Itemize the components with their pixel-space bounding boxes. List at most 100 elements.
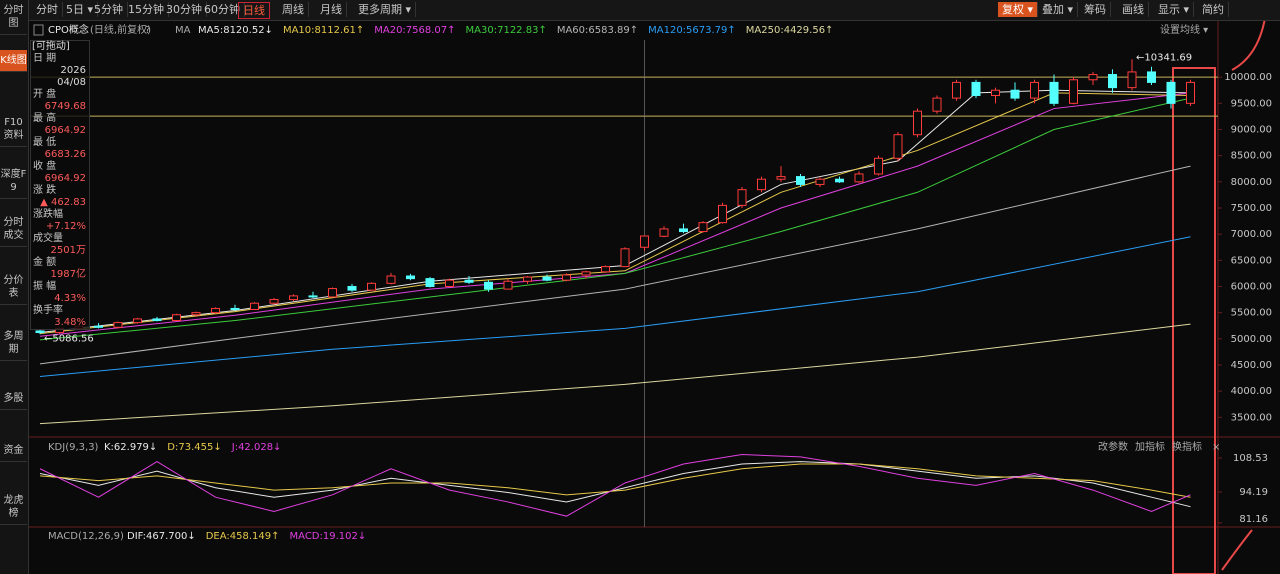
info-value: 6964.92 — [44, 125, 86, 136]
toolbar-button[interactable]: 5分钟 — [90, 2, 128, 17]
price-annotation: ←10341.69 — [1136, 52, 1192, 63]
toolbar-button[interactable]: 简约 — [1198, 2, 1229, 17]
macd-title: MACD(12,26,9) — [48, 531, 124, 542]
ma-settings[interactable]: 设置均线 ▾ — [1160, 23, 1208, 36]
candle-body — [913, 110, 922, 136]
sidebar-tab[interactable]: 多周期 — [0, 326, 27, 361]
sidebar-tab[interactable]: 深度F9 — [0, 164, 27, 199]
candle-body — [971, 81, 981, 96]
stock-name: CPO概念 — [48, 23, 89, 36]
candle-body — [854, 173, 864, 183]
candle-body — [581, 271, 591, 276]
candle-body — [1127, 71, 1137, 89]
info-value: 2501万 — [50, 245, 86, 256]
candle-body — [94, 325, 103, 328]
toolbar-button[interactable]: 筹码 — [1080, 2, 1111, 17]
y-tick-label: 94.19 — [1239, 487, 1268, 498]
candle-body — [874, 157, 883, 175]
sidebar-tab[interactable]: 多股 — [0, 388, 27, 410]
candle-body — [835, 178, 844, 183]
info-label: 成交量 — [33, 233, 63, 244]
toolbar-button[interactable]: 叠加 ▾ — [1038, 2, 1079, 17]
help[interactable]: ? — [145, 25, 150, 36]
macd-legend: MACD:19.102↓ — [290, 531, 367, 542]
drag-handle[interactable]: [可拖动] — [32, 41, 70, 52]
kdj-title: KDJ(9,3,3) — [48, 442, 99, 453]
toolbar-button[interactable]: 30分钟 — [162, 2, 207, 17]
toolbar-button[interactable]: 周线 — [278, 2, 309, 17]
sidebar: 分时图 K线图 F10资料深度F9 分时成交分价表多周期多股资金龙虎榜 — [0, 0, 29, 574]
sidebar-tab[interactable]: 龙虎榜 — [0, 490, 27, 525]
candle-body — [133, 318, 142, 324]
info-value: 3.48% — [54, 317, 86, 328]
candle-body — [932, 97, 942, 112]
y-tick-label: 4500.00 — [1231, 360, 1272, 371]
indicator-line — [39, 89, 1191, 334]
sidebar-tab[interactable]: 分时成交 — [0, 212, 27, 247]
highlight-box — [1172, 67, 1216, 574]
candle-body — [523, 276, 532, 282]
info-value: 2026 — [60, 65, 86, 76]
panel-button[interactable]: 加指标 — [1135, 440, 1165, 453]
sidebar-tab[interactable]: K线图 — [0, 50, 27, 72]
toolbar-button[interactable]: 5日 ▾ — [62, 2, 99, 17]
toolbar-button[interactable]: 60分钟 — [200, 2, 245, 17]
sidebar-tab[interactable]: 分时图 — [0, 0, 27, 35]
candle-body — [367, 282, 376, 291]
panel-button[interactable]: 换指标 — [1172, 440, 1202, 453]
candle-body — [562, 274, 571, 281]
toolbar-button[interactable]: 日线 — [238, 2, 270, 19]
info-panel: [可拖动] 日 期 2026 04/08 开 盘 6749.68 最 高 6964.92 最 低… — [30, 40, 90, 330]
info-label: 最 高 — [33, 113, 57, 124]
candle-body — [776, 176, 786, 180]
candle-body — [640, 235, 649, 248]
info-label: 涨跌幅 — [33, 209, 63, 220]
indicator-line — [39, 97, 1191, 341]
kdj-legend: K:62.979↓ — [104, 442, 157, 453]
icon[interactable] — [33, 24, 44, 36]
toolbar-button[interactable]: 更多周期 ▾ — [354, 2, 417, 17]
candle-body — [1186, 81, 1195, 104]
info-label: 日 期 — [33, 53, 57, 64]
info-value: 6749.68 — [44, 101, 86, 112]
info-label: 金 额 — [33, 257, 57, 268]
info-label: 涨 跌 — [33, 185, 57, 196]
candle-body — [269, 299, 279, 304]
y-tick-label: 6000.00 — [1231, 281, 1272, 292]
candle-body — [425, 278, 435, 287]
toolbar-button[interactable]: 画线 — [1118, 2, 1149, 17]
ma-legend: MA20:7568.07↑ — [374, 25, 455, 36]
toolbar-button[interactable]: 显示 ▾ — [1154, 2, 1195, 17]
y-tick-label: 6500.00 — [1231, 255, 1272, 266]
info-label: 收 盘 — [33, 161, 57, 172]
candle-body — [347, 285, 357, 291]
candle-body — [308, 295, 318, 298]
candle-body — [542, 276, 552, 281]
candle-body — [737, 189, 747, 206]
sidebar-tab[interactable]: 资金 — [0, 440, 27, 462]
info-value: 04/08 — [57, 77, 86, 88]
y-tick-label: 8500.00 — [1231, 151, 1272, 162]
candle-body — [484, 281, 493, 290]
chart-mode: (日线,前复权) — [90, 23, 151, 36]
panel-button[interactable]: 改参数 — [1098, 440, 1128, 453]
kdj-legend: J:42.028↓ — [231, 442, 282, 453]
candle-body — [1088, 74, 1098, 81]
candle-body — [464, 279, 474, 283]
macd-legend: DIF:467.700↓ — [127, 531, 196, 542]
toolbar-button[interactable]: 分时 — [32, 2, 63, 17]
candle-body — [172, 314, 181, 321]
toolbar-button[interactable]: 复权 ▾ — [998, 2, 1039, 17]
candle-body — [991, 89, 1000, 96]
toolbar-button[interactable]: 15分钟 — [124, 2, 169, 17]
toolbar-button[interactable]: 月线 — [316, 2, 347, 17]
info-label: 换手率 — [33, 305, 63, 316]
sidebar-tab[interactable]: 分价表 — [0, 270, 27, 305]
y-tick-label: 5500.00 — [1231, 308, 1272, 319]
sidebar-tab[interactable]: F10资料 — [0, 112, 27, 147]
candle-body — [893, 134, 903, 159]
toolbar: 分时 5日 ▾ 5分钟 15分钟 30分钟 60分钟 日线 周线 月线 更多周期 ▾ 复权 ▾ 叠加 … — [28, 0, 1280, 21]
indicator-line — [39, 463, 1191, 498]
panel-button[interactable]: × — [1212, 442, 1220, 453]
macd-legend: DEA:458.149↑ — [206, 531, 280, 542]
